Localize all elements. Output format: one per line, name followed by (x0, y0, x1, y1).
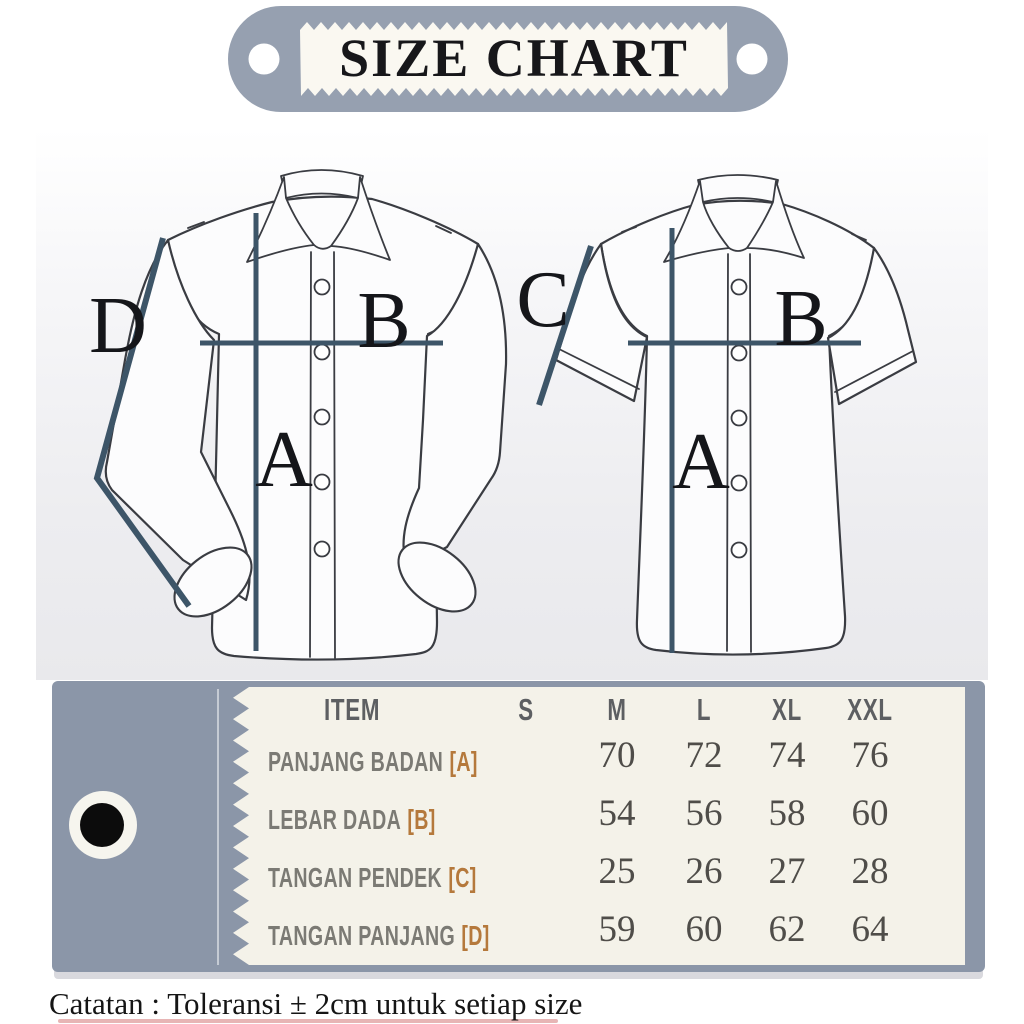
table-cell: 58 (768, 792, 806, 834)
table-cell: 64 (851, 908, 889, 950)
table-cell (480, 726, 572, 784)
column-header-l: L (696, 692, 712, 727)
column-header-s: S (518, 692, 534, 727)
table-cell: 60 (685, 908, 723, 950)
page-title: SIZE CHART (339, 28, 689, 88)
long-sleeve-shirt-drawing (104, 169, 508, 661)
table-row-label: TANGAN PANJANG [D] (250, 907, 489, 965)
row-label-code: [C] (448, 862, 477, 893)
table-cell: 54 (598, 792, 636, 834)
table-cell: 27 (768, 850, 806, 892)
row-label-text: PANJANG BADAN (268, 746, 444, 777)
table-cell (480, 842, 572, 900)
table-cell: 72 (685, 734, 723, 776)
measurement-label-b-long: B (357, 277, 410, 365)
table-row-label: LEBAR DADA [B] (250, 791, 480, 849)
size-chart-header-tag: SIZE CHART (228, 6, 788, 112)
table-cell: 28 (851, 850, 889, 892)
table-cell: 60 (851, 792, 889, 834)
tag-eyelet-left-icon (248, 43, 280, 75)
table-cell (480, 900, 572, 958)
table-cell: 76 (851, 734, 889, 776)
row-label-text: TANGAN PENDEK (268, 862, 443, 893)
tolerance-note: Catatan : Toleransi ± 2cm untuk setiap s… (49, 986, 583, 1021)
row-label-code: [B] (407, 804, 436, 835)
measurement-label-b-short: B (774, 275, 827, 363)
row-label-code: [D] (461, 920, 490, 951)
table-cell: 25 (598, 850, 636, 892)
column-header-item: ITEM (323, 692, 381, 727)
table-cell: 70 (598, 734, 636, 776)
table-row-label: TANGAN PENDEK [C] (250, 849, 480, 907)
size-table: ITEM S M L XL XXL PANJANG BADAN [A] 70 72… (233, 687, 965, 965)
measurement-letters: D B A C A B (89, 256, 828, 506)
size-table-grid: ITEM S M L XL XXL PANJANG BADAN [A] 70 72… (250, 687, 950, 965)
short-sleeve-shirt-drawing (554, 174, 918, 656)
measurement-label-c: C (516, 256, 569, 344)
table-cell (480, 784, 572, 842)
table-cell: 59 (598, 908, 636, 950)
table-cell: 26 (685, 850, 723, 892)
table-cell: 56 (685, 792, 723, 834)
column-header-xxl: XXL (847, 692, 893, 727)
column-header-xl: XL (772, 692, 802, 727)
table-row-label: PANJANG BADAN [A] (250, 733, 480, 791)
tag-divider-line (217, 689, 219, 965)
column-header-m: M (607, 692, 627, 727)
row-label-text: LEBAR DADA (268, 804, 402, 835)
measurement-label-a-short: A (672, 418, 730, 506)
table-cell: 62 (768, 908, 806, 950)
shirt-diagrams: D B A C A B (89, 169, 918, 661)
note-underline (58, 1019, 558, 1023)
measurement-label-d: D (89, 282, 147, 370)
tag-hole-dot-icon (80, 803, 124, 847)
table-cell: 74 (768, 734, 806, 776)
measurement-lines (93, 213, 861, 653)
measurement-label-a-long: A (255, 416, 313, 504)
tag-eyelet-right-icon (736, 43, 768, 75)
row-label-code: [A] (449, 746, 478, 777)
header-label-zigzag (300, 22, 728, 96)
row-label-text: TANGAN PANJANG (268, 920, 456, 951)
